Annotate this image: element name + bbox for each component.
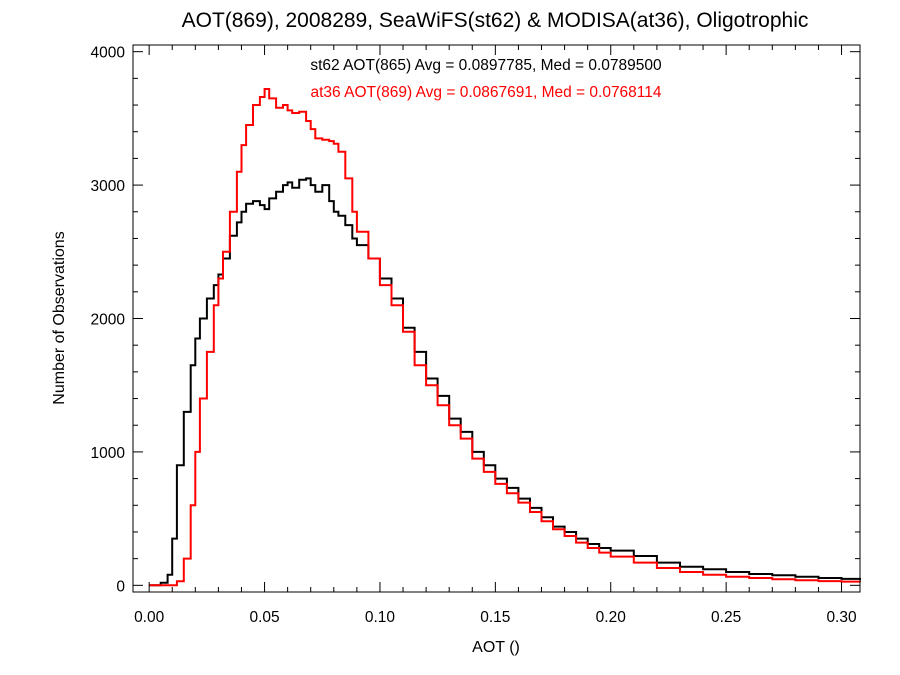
x-tick-label: 0.05 (249, 609, 279, 626)
series-0-histogram-line (149, 177, 861, 587)
y-axis-label: Number of Observations (51, 231, 68, 404)
x-tick-label: 0.20 (596, 609, 627, 626)
y-tick-label: 2000 (91, 312, 126, 329)
plot-frame (132, 44, 861, 593)
y-tick-label: 1000 (91, 445, 126, 462)
chart-title: AOT(869), 2008289, SeaWiFS(st62) & MODIS… (182, 9, 809, 32)
annotation-at36: at36 AOT(869) Avg = 0.0867691, Med = 0.0… (310, 84, 661, 101)
y-tick-label: 3000 (91, 178, 126, 195)
x-tick-label: 0.00 (134, 609, 165, 626)
series-1-histogram-line (149, 88, 861, 587)
y-tick-label: 4000 (91, 45, 126, 62)
x-tick-label: 0.15 (480, 609, 510, 626)
x-tick-label: 0.25 (711, 609, 741, 626)
series-layer (149, 88, 861, 587)
x-tick-label: 0.10 (365, 609, 396, 626)
x-tick-label: 0.30 (826, 609, 857, 626)
y-tick-label: 0 (116, 578, 125, 595)
ticks-layer: 0.00 0.05 0.10 0.15 0.20 0.25 0.30 0 1000 2000 300… (91, 45, 860, 626)
annotation-st62: st62 AOT(865) Avg = 0.0897785, Med = 0.0… (310, 57, 662, 74)
x-axis-label: AOT () (472, 639, 520, 656)
